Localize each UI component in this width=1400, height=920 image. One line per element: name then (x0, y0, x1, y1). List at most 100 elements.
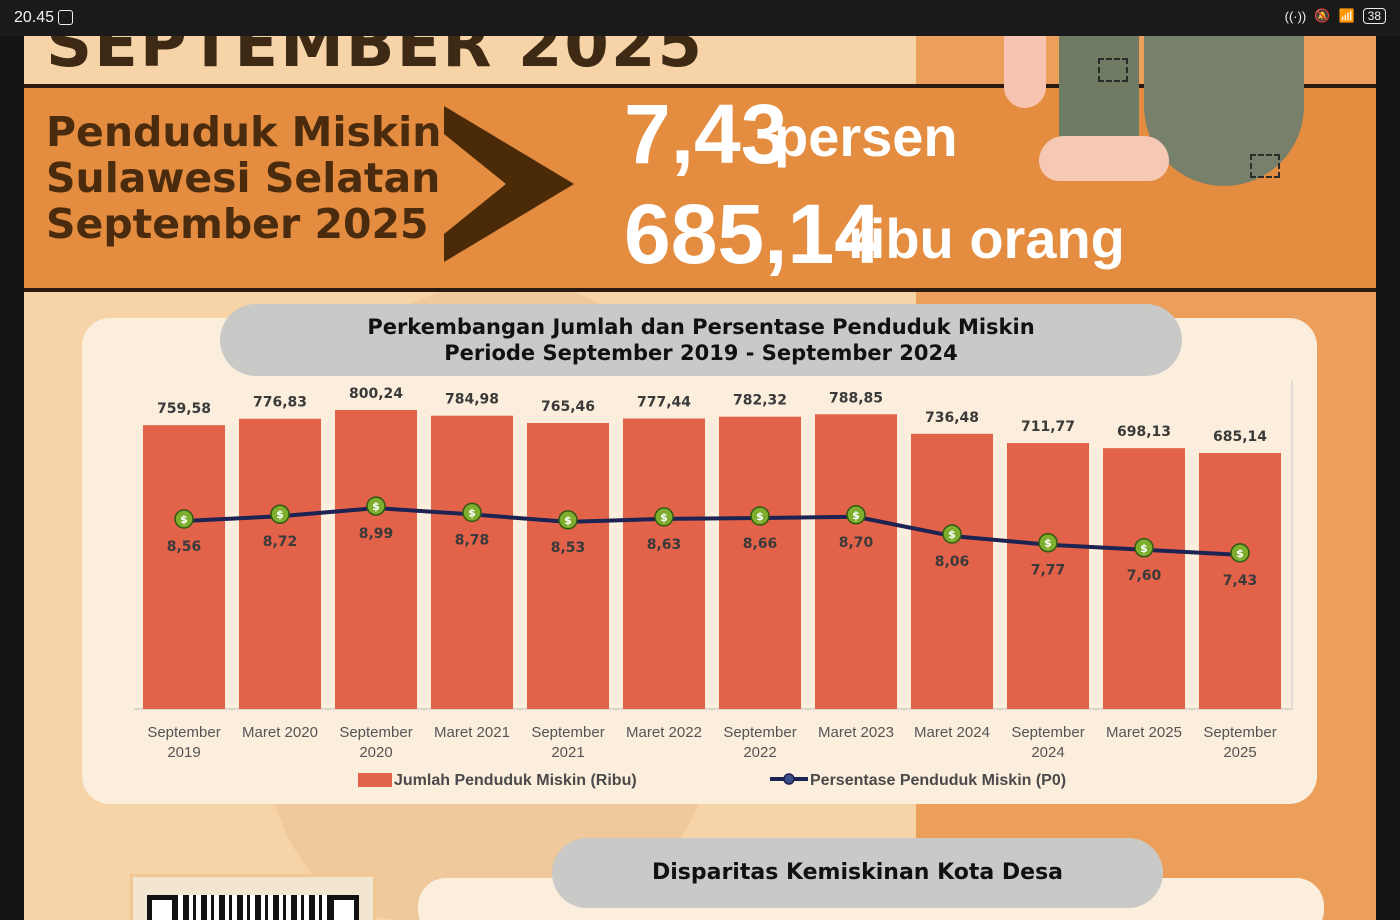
chart-bar (527, 422, 609, 709)
bar-value-label: 711,77 (1021, 419, 1075, 435)
bar-value-label: 776,83 (253, 395, 307, 411)
count-value: 685,14 (624, 187, 881, 281)
x-tick-label: 2022 (743, 744, 776, 761)
x-tick-label: Maret 2025 (1106, 724, 1182, 741)
status-time: 20.45 (14, 9, 55, 26)
money-bag-symbol: $ (1236, 547, 1244, 560)
bar-value-label: 800,24 (349, 386, 403, 402)
chart-bar (719, 416, 801, 709)
chart-bar (431, 415, 513, 709)
bar-value-label: 759,58 (157, 401, 211, 417)
chart-bar (1103, 448, 1185, 709)
x-tick-label: 2021 (551, 744, 584, 761)
percent-value-label: 8,78 (455, 532, 490, 548)
money-bag-symbol: $ (564, 514, 572, 527)
poster-title: SEPTEMBER 2025 (46, 36, 704, 82)
bar-value-label: 782,32 (733, 393, 787, 409)
bar-value-label: 777,44 (637, 395, 691, 411)
qr-eye (147, 895, 177, 920)
percent-value: 7,43 (624, 87, 788, 181)
x-tick-label: 2019 (167, 744, 200, 761)
status-bar: 20.45 ((·)) 🔕 📶 38 (0, 0, 1400, 36)
foot-shape (1039, 136, 1169, 181)
banner-line: Penduduk Miskin (46, 108, 442, 156)
x-tick-label: September (531, 724, 604, 741)
percent-value-label: 8,70 (839, 535, 874, 551)
patch-icon (1250, 154, 1280, 178)
percent-value-label: 8,72 (263, 534, 298, 550)
money-bag-icon (1038, 532, 1058, 553)
percent-value-label: 8,63 (647, 537, 682, 553)
legend-label: Persentase Penduduk Miskin (P0) (810, 772, 1066, 789)
money-bag-symbol: $ (468, 506, 476, 519)
percent-unit: persen (774, 105, 958, 168)
x-tick-label: 2024 (1031, 744, 1064, 761)
money-bag-symbol: $ (660, 511, 668, 524)
chart-bar (143, 425, 225, 709)
x-tick-label: Maret 2024 (914, 724, 990, 741)
legend-swatch-bars (358, 773, 392, 787)
x-tick-label: September (339, 724, 412, 741)
count-unit: ribu orang (848, 207, 1125, 270)
x-tick-label: September (147, 724, 220, 741)
percent-value-label: 8,06 (935, 554, 970, 570)
money-bag-icon (654, 507, 674, 527)
chart-bar (911, 433, 993, 709)
money-bag-symbol: $ (180, 513, 188, 526)
chart-bar (239, 418, 321, 709)
chart-title-line: Perkembangan Jumlah dan Persentase Pendu… (367, 315, 1035, 339)
qr-eye (329, 895, 359, 920)
bar-value-label: 685,14 (1213, 429, 1267, 445)
patch-icon (1098, 58, 1128, 82)
money-bag-icon (366, 496, 386, 516)
money-bag-icon (270, 504, 290, 524)
money-bag-symbol: $ (756, 510, 764, 523)
infographic-poster: SEPTEMBER 2025 Penduduk Miskin Sulawesi … (24, 36, 1376, 920)
chevron-arrow-cutout (444, 134, 506, 234)
percent-value-label: 8,53 (551, 540, 586, 556)
percent-value-label: 7,77 (1031, 563, 1066, 579)
money-bag-symbol: $ (852, 509, 860, 522)
x-tick-label: September (723, 724, 796, 741)
bar-value-label: 736,48 (925, 410, 979, 426)
x-tick-label: Maret 2023 (818, 724, 894, 741)
bar-value-label: 784,98 (445, 392, 499, 408)
headline-banner: Penduduk Miskin Sulawesi Selatan Septemb… (24, 84, 1376, 292)
bar-value-label: 698,13 (1117, 424, 1171, 440)
percent-value-label: 8,99 (359, 526, 394, 542)
percent-value-label: 8,56 (167, 539, 202, 555)
money-bag-icon (942, 524, 962, 544)
percent-value-label: 7,60 (1127, 568, 1162, 584)
poverty-chart: 759,58 September 2019 776,83 Maret 2020 800,2… (134, 380, 1293, 789)
leg-shape (1059, 36, 1139, 141)
mute-icon: 🔕 (1314, 8, 1331, 23)
vibrate-icon: ((·)) (1284, 8, 1307, 24)
battery-icon: 38 (1362, 8, 1386, 24)
chart-bar (1007, 443, 1089, 709)
legend-label: Jumlah Penduduk Miskin (Ribu) (394, 772, 637, 789)
x-tick-label: 2025 (1223, 744, 1256, 761)
chart-bar (335, 410, 417, 709)
wifi-icon: 📶 (1338, 8, 1355, 23)
section-title: Disparitas Kemiskinan Kota Desa (552, 838, 1163, 908)
x-tick-label: September (1203, 724, 1276, 741)
person-illustration (1004, 36, 1376, 196)
percent-value-label: 8,66 (743, 536, 778, 552)
percent-value-label: 7,43 (1223, 573, 1258, 589)
x-tick-label: Maret 2020 (242, 724, 318, 741)
money-bag-icon (558, 510, 578, 530)
x-tick-label: 2020 (359, 744, 392, 761)
x-tick-label: Maret 2022 (626, 724, 702, 741)
status-icons: ((·)) 🔕 📶 38 (1285, 8, 1386, 24)
app-notification-icon (58, 10, 73, 25)
money-bag-symbol: $ (372, 500, 380, 513)
money-bag-symbol: $ (948, 528, 956, 541)
bar-value-label: 765,46 (541, 399, 595, 415)
money-bag-icon (1134, 538, 1154, 558)
money-bag-symbol: $ (1044, 537, 1052, 550)
money-bag-icon (750, 506, 770, 526)
x-tick-label: September (1011, 724, 1084, 741)
knee-shape (1144, 36, 1304, 186)
banner-line: September 2025 (46, 200, 429, 248)
money-bag-symbol: $ (1140, 542, 1148, 555)
